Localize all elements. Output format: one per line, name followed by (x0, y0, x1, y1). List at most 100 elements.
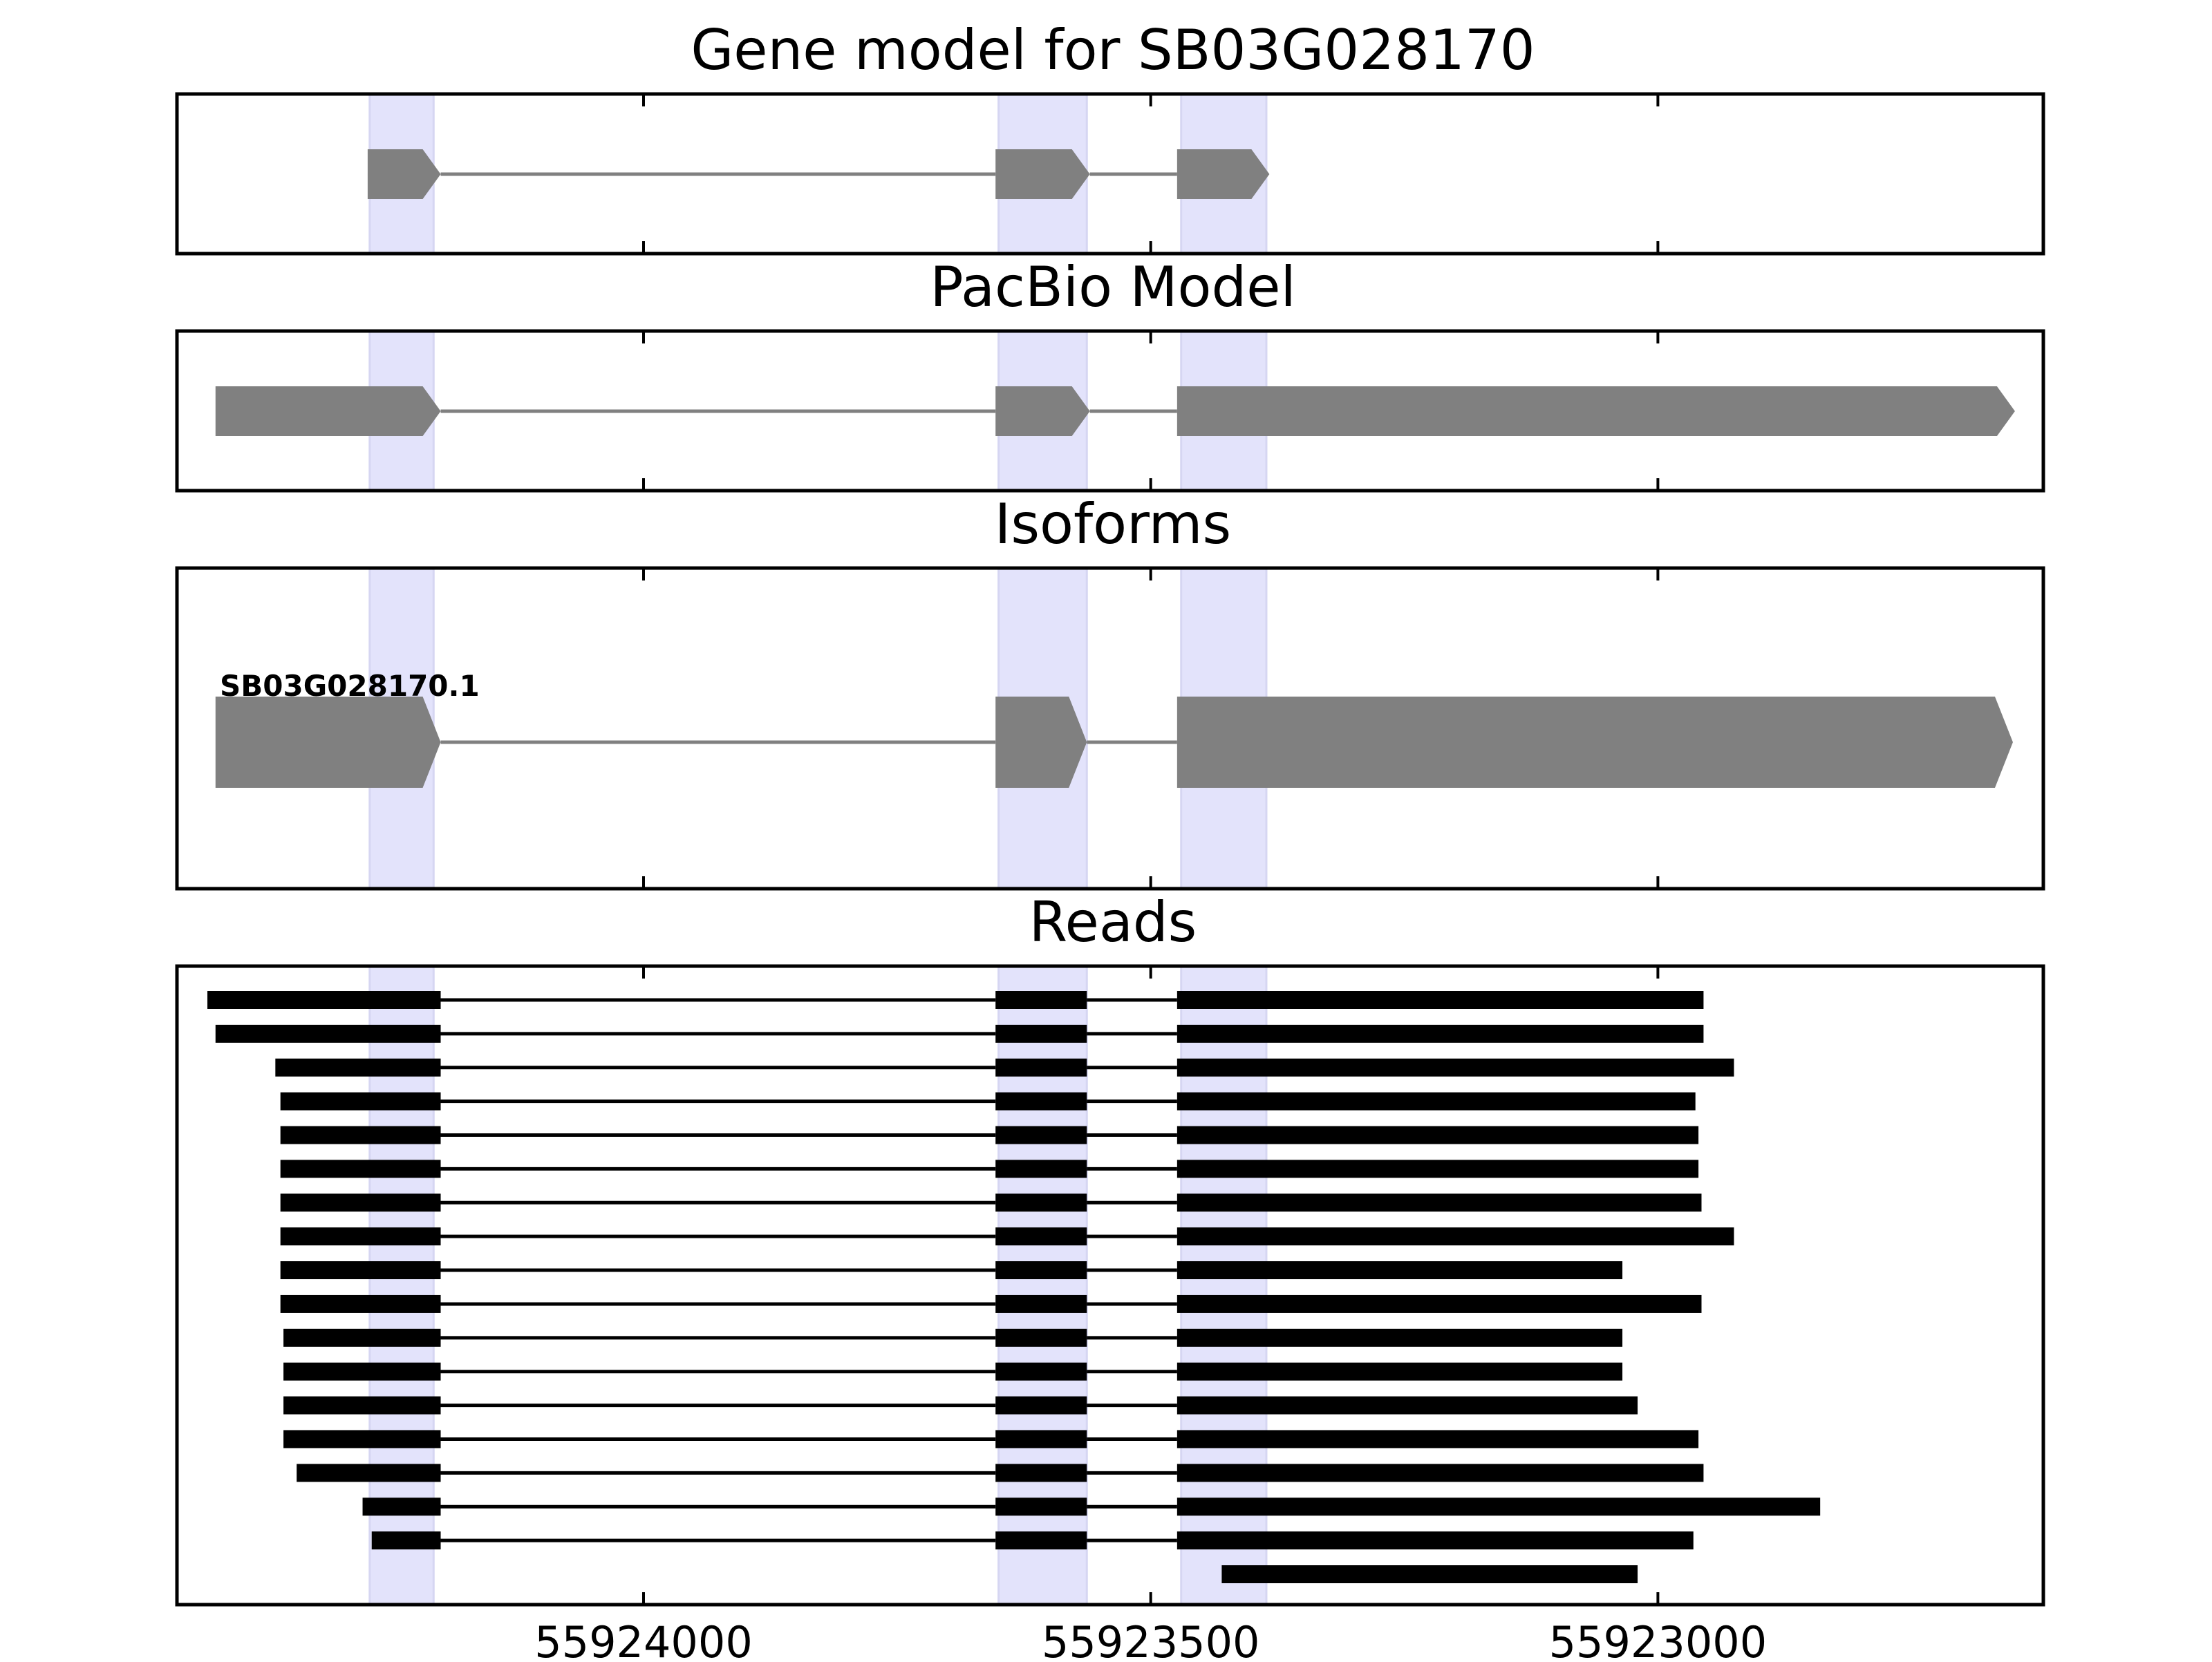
read-block (1177, 1396, 1638, 1415)
read-block (1177, 1058, 1734, 1077)
exon-block (215, 386, 441, 436)
read-block (280, 1227, 441, 1246)
exon-block (995, 697, 1087, 788)
read-row (215, 1024, 1704, 1043)
read-row (207, 991, 1704, 1009)
read-block (995, 1126, 1087, 1144)
exon-block (1177, 386, 2015, 436)
read-block (283, 1430, 441, 1448)
read-block (1177, 1464, 1704, 1482)
read-row (283, 1396, 1638, 1415)
read-block (995, 1160, 1087, 1178)
read-row (371, 1531, 1694, 1550)
read-block (995, 1024, 1087, 1043)
read-block (275, 1058, 441, 1077)
read-block (283, 1396, 441, 1415)
read-block (371, 1531, 441, 1550)
read-row (280, 1160, 1699, 1178)
read-block (280, 1261, 441, 1280)
read-block (995, 1227, 1087, 1246)
read-block (995, 1193, 1087, 1212)
read-row (280, 1193, 1702, 1212)
read-block (1177, 1362, 1623, 1381)
read-block (1177, 1531, 1694, 1550)
isoform-track (215, 697, 2013, 788)
panel-frame (175, 329, 2045, 493)
read-block (280, 1126, 441, 1144)
pacbio-model-title: PacBio Model (930, 255, 1295, 319)
read-row (280, 1261, 1623, 1280)
exon-block (995, 149, 1090, 199)
read-block (1177, 1227, 1734, 1246)
read-row (280, 1092, 1696, 1111)
exon-block (1177, 697, 2013, 788)
read-row (297, 1464, 1704, 1482)
x-tick-label: 55923500 (1042, 1617, 1260, 1659)
read-row (283, 1430, 1699, 1448)
exon-block (1177, 149, 1270, 199)
read-block (995, 1058, 1087, 1077)
read-block (280, 1294, 441, 1313)
read-block (1177, 1160, 1699, 1178)
read-block (995, 1531, 1087, 1550)
read-block (1221, 1565, 1638, 1583)
exon-block (215, 697, 441, 788)
read-row (283, 1328, 1623, 1347)
read-block (995, 1294, 1087, 1313)
read-block (362, 1498, 441, 1516)
read-block (1177, 1328, 1623, 1347)
isoform-label: SB03G028170.1 (220, 669, 480, 703)
read-block (995, 991, 1087, 1009)
read-block (1177, 1430, 1699, 1448)
exon-block (995, 386, 1090, 436)
read-row (280, 1227, 1734, 1246)
read-block (995, 1464, 1087, 1482)
read-row (362, 1498, 1821, 1516)
read-row (280, 1126, 1699, 1144)
read-block (995, 1362, 1087, 1381)
panel-frames (175, 92, 2045, 1607)
pacbio-model-panel (215, 386, 2015, 436)
highlight-bands (368, 93, 1268, 1606)
panel-frame (175, 92, 2045, 256)
read-row (1221, 1565, 1638, 1583)
read-block (1177, 1092, 1696, 1111)
read-block (1177, 991, 1704, 1009)
read-block (207, 991, 441, 1009)
panel-frame (175, 964, 2045, 1607)
read-block (283, 1328, 441, 1347)
read-block (995, 1328, 1087, 1347)
read-row (283, 1362, 1623, 1381)
read-row (275, 1058, 1734, 1077)
read-block (1177, 1261, 1623, 1280)
read-block (215, 1024, 441, 1043)
read-block (280, 1092, 441, 1111)
panel-frame (175, 566, 2045, 891)
read-block (280, 1160, 441, 1178)
read-block (1177, 1498, 1821, 1516)
read-row (280, 1294, 1702, 1313)
read-block (995, 1498, 1087, 1516)
reads-panel (207, 991, 1821, 1583)
read-block (283, 1362, 441, 1381)
read-block (995, 1430, 1087, 1448)
read-block (1177, 1294, 1702, 1313)
read-block (1177, 1126, 1699, 1144)
read-block (995, 1261, 1087, 1280)
isoforms-title: Isoforms (995, 492, 1231, 556)
exon-block (367, 149, 441, 199)
read-block (1177, 1024, 1704, 1043)
reads-title: Reads (1029, 890, 1197, 954)
read-block (280, 1193, 441, 1212)
x-tick-label: 55924000 (534, 1617, 753, 1659)
gene-model-panel (367, 149, 1270, 199)
gene-model-title: Gene model for SB03G028170 (691, 18, 1535, 82)
x-tick-label: 55923000 (1549, 1617, 1768, 1659)
read-block (1177, 1193, 1702, 1212)
read-block (995, 1092, 1087, 1111)
isoforms-panel: SB03G028170.1 (215, 669, 2013, 788)
read-block (297, 1464, 441, 1482)
read-block (995, 1396, 1087, 1415)
